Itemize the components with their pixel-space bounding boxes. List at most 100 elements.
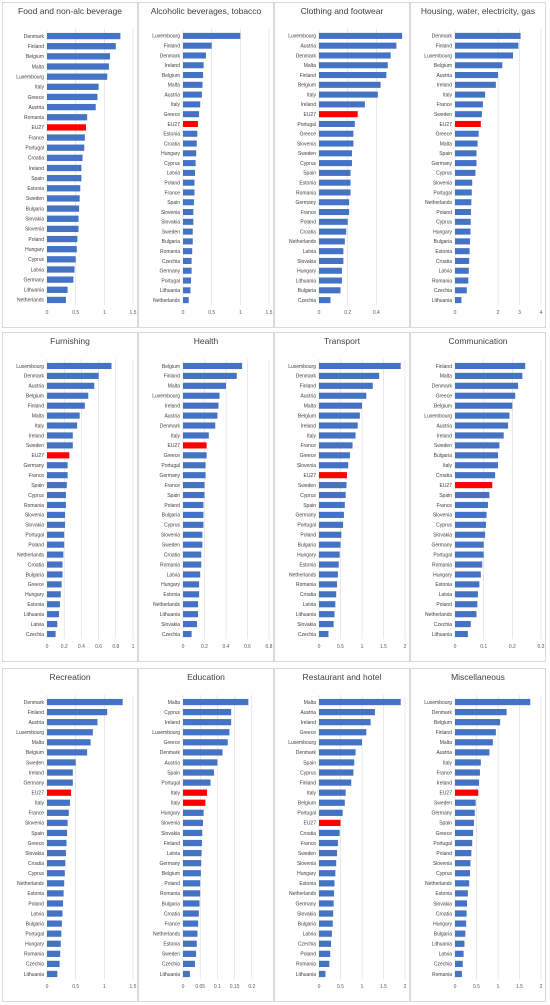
bar <box>183 960 196 968</box>
bar <box>47 809 69 816</box>
category-label: Denmark <box>296 374 317 380</box>
chart-panel: Education Malta Cyprus Ireland Luxembourg Gre… <box>138 668 274 1002</box>
category-label: Luxembourg <box>152 730 180 736</box>
category-label: Ireland <box>165 63 181 69</box>
bar <box>47 175 82 182</box>
bar <box>183 749 223 756</box>
x-tick-label: 0.2 <box>509 644 516 650</box>
bar <box>47 53 111 60</box>
category-label: Netherlands <box>153 602 180 608</box>
category-label: Malta <box>32 413 44 419</box>
bar <box>455 829 474 837</box>
category-label: Cyprus <box>436 871 452 877</box>
category-label: Finland <box>300 780 317 786</box>
category-label: Finland <box>28 403 45 409</box>
chart-title: Furnishing <box>50 336 90 346</box>
category-label: Latvia <box>439 592 453 598</box>
bar <box>47 940 61 947</box>
bar-chart-svg: Denmark Finland Luxembourg Belgium Austria Ir… <box>424 29 543 316</box>
category-label: Denmark <box>432 34 453 40</box>
category-label: Lithuania <box>24 288 45 294</box>
category-label: Netherlands <box>425 881 452 887</box>
bar <box>47 749 88 756</box>
category-label: Germany <box>431 542 452 548</box>
bar <box>319 422 358 429</box>
category-label: Slovakia <box>433 533 452 539</box>
category-label: Greece <box>436 132 453 138</box>
category-label: France <box>436 770 452 776</box>
x-tick-label: 4 <box>540 310 543 316</box>
bar <box>455 432 504 439</box>
bar <box>47 215 79 222</box>
category-label: Cyprus <box>300 770 316 776</box>
bar <box>183 849 202 857</box>
category-label: Latvia <box>303 249 317 255</box>
bar <box>183 900 200 907</box>
category-label: Ireland <box>437 433 453 439</box>
bar <box>455 111 482 118</box>
bar <box>47 719 98 726</box>
category-label: Slovakia <box>297 622 316 628</box>
bar <box>47 412 80 419</box>
bar <box>319 789 346 796</box>
x-tick-label: 0.5 <box>72 984 79 990</box>
chart-panel: Transport Luxembourg Denmark Finland Austria… <box>274 332 410 662</box>
bar <box>319 970 326 978</box>
chart-title: Recreation <box>49 672 91 682</box>
category-label: Cyprus <box>300 493 316 499</box>
category-label: Belgium <box>298 413 316 419</box>
category-label: France <box>436 102 452 108</box>
category-label: Austria <box>436 750 452 756</box>
bar <box>455 287 467 294</box>
x-tick-label: 0.4 <box>78 644 85 650</box>
bar <box>455 749 490 756</box>
category-label: Germany <box>23 780 44 786</box>
category-label: Bulgaria <box>298 542 317 548</box>
bar <box>455 209 471 216</box>
bar <box>183 199 194 206</box>
category-label: France <box>28 811 44 817</box>
category-label: Germany <box>23 277 44 283</box>
category-label: Estonia <box>435 582 452 588</box>
bar <box>319 287 341 294</box>
bar <box>455 42 519 49</box>
bar <box>47 708 108 716</box>
x-tick-label: 1 <box>239 310 242 316</box>
bar <box>319 531 342 538</box>
bar <box>319 160 352 167</box>
bar <box>319 482 347 489</box>
category-label: Sweden <box>434 112 452 118</box>
bar <box>455 462 498 469</box>
category-label: EU27 <box>31 453 44 459</box>
x-tick-label: 0.6 <box>244 644 251 650</box>
bar <box>183 809 204 816</box>
bar <box>455 277 469 284</box>
bar <box>455 839 473 847</box>
category-label: Sweden <box>26 443 44 449</box>
bar <box>319 940 332 947</box>
category-label: Luxembourg <box>288 34 316 40</box>
category-label: Cyprus <box>436 220 452 226</box>
x-tick-label: 0 <box>182 984 185 990</box>
bar <box>319 551 340 558</box>
bar <box>455 860 471 867</box>
category-label: Czechia <box>298 632 316 638</box>
bar <box>455 392 516 399</box>
category-label: Estonia <box>27 602 44 608</box>
bar <box>47 630 56 638</box>
category-label: Estonia <box>163 942 180 948</box>
category-label: Malta <box>168 83 180 89</box>
bar <box>183 561 202 568</box>
category-label: Lithuania <box>296 612 317 618</box>
category-label: Finland <box>28 44 45 50</box>
category-label: Belgium <box>298 801 316 807</box>
bar <box>183 910 199 917</box>
category-label: Romania <box>160 249 180 255</box>
category-label: Spain <box>439 493 452 499</box>
category-label: Belgium <box>434 403 452 409</box>
category-label: Hungary <box>297 552 316 558</box>
bar <box>455 630 468 638</box>
x-tick-label: 1 <box>361 984 364 990</box>
bar <box>183 81 203 88</box>
bar <box>47 521 66 528</box>
